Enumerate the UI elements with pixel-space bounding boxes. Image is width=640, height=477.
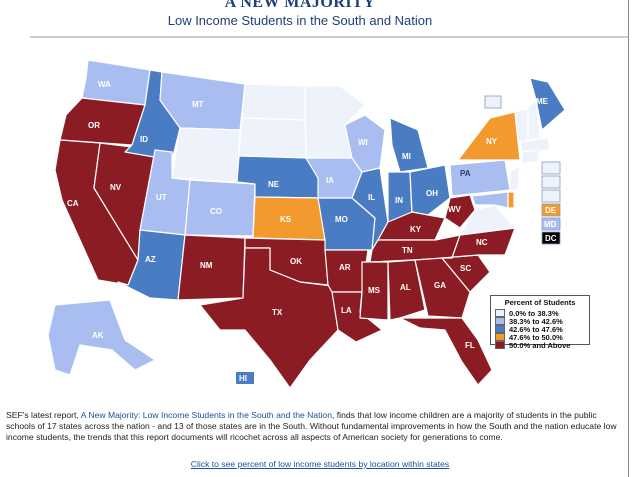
label-OH: OH: [426, 189, 438, 198]
label-MT: MT: [192, 100, 204, 109]
state-NH[interactable]: [527, 99, 541, 141]
callout-box-dc[interactable]: [541, 231, 561, 245]
label-UT: UT: [156, 193, 167, 202]
state-MS[interactable]: [359, 261, 389, 321]
state-AK[interactable]: [47, 299, 156, 376]
legend-swatch-4: [495, 333, 505, 341]
label-WV: WV: [448, 205, 462, 214]
state-VT[interactable]: [514, 107, 529, 143]
label-TX: TX: [272, 308, 283, 317]
state-NJ[interactable]: [509, 164, 521, 191]
label-NV: NV: [110, 183, 122, 192]
state-GA[interactable]: [414, 257, 471, 319]
label-NY: NY: [486, 137, 498, 146]
label-CO: CO: [210, 207, 222, 216]
map-legend: Percent of Students 0.0% to 38.3% 38.3% …: [490, 295, 590, 350]
state-WV[interactable]: [444, 194, 476, 229]
legend-label-3: 42.6% to 47.6%: [509, 324, 563, 334]
label-AZ: AZ: [145, 255, 156, 264]
label-KS: KS: [280, 215, 292, 224]
label-ID: ID: [140, 135, 148, 144]
label-OR: OR: [88, 121, 100, 130]
legend-swatch-5: [495, 341, 505, 349]
callout-box-nh: [541, 161, 561, 175]
state-MD[interactable]: [471, 191, 509, 209]
label-KY: KY: [410, 225, 422, 234]
label-HI: HI: [239, 374, 247, 383]
label-AK: AK: [92, 331, 104, 340]
state-CT[interactable]: [521, 149, 541, 164]
label-OK: OK: [290, 257, 302, 266]
description-suffix: , finds that low income children are a m…: [6, 410, 617, 442]
state-SD[interactable]: [238, 117, 307, 159]
label-CA: CA: [67, 199, 79, 208]
description-prefix: SEF's latest report,: [6, 410, 81, 420]
label-IA: IA: [326, 176, 334, 185]
page-divider: [628, 0, 629, 477]
legend-row-1: 0.0% to 38.3%: [495, 308, 585, 318]
label-DE: DE: [545, 206, 557, 215]
legend-row-4: 47.6% to 50.0%: [495, 332, 585, 342]
state-WY[interactable]: [171, 127, 241, 183]
callout-box-vt: [484, 95, 502, 109]
legend-swatch-1: [495, 309, 505, 317]
us-map: WA OR CA NV ID MT UT AZ CO NM NE KS OK T…: [30, 36, 628, 389]
page-title: A NEW MAJORITY: [224, 0, 376, 11]
label-AR: AR: [339, 263, 351, 272]
report-link[interactable]: A New Majority: Low Income Students in t…: [80, 410, 332, 420]
legend-swatch-3: [495, 325, 505, 333]
legend-label-5: 50.0% and Above: [509, 340, 571, 350]
label-IN: IN: [395, 196, 403, 205]
label-MI: MI: [402, 152, 411, 161]
state-HI[interactable]: [236, 372, 254, 384]
legend-row-3: 42.6% to 47.6%: [495, 324, 585, 334]
state-MI[interactable]: [389, 117, 429, 173]
label-WI: WI: [358, 138, 368, 147]
state-AL[interactable]: [387, 259, 426, 321]
state-NY[interactable]: [457, 111, 521, 161]
legend-label-1: 0.0% to 38.3%: [509, 308, 559, 318]
callout-box-ri: [541, 189, 561, 203]
state-ME[interactable]: [529, 77, 566, 131]
state-OH[interactable]: [409, 164, 451, 216]
legend-swatch-2: [495, 317, 505, 325]
state-FL[interactable]: [399, 317, 493, 386]
legend-row-5: 50.0% and Above: [495, 340, 585, 350]
state-WA[interactable]: [81, 59, 151, 106]
label-MO: MO: [335, 215, 348, 224]
callout-box-de[interactable]: [541, 203, 561, 217]
state-PA[interactable]: [449, 159, 511, 197]
label-IL: IL: [368, 193, 375, 202]
label-DC: DC: [545, 234, 557, 243]
legend-label-2: 38.3% to 42.6%: [509, 316, 563, 326]
state-TX[interactable]: [199, 247, 339, 389]
label-SC: SC: [460, 264, 471, 273]
label-GA: GA: [434, 281, 446, 290]
state-DE-mainland: [507, 191, 515, 209]
label-WA: WA: [98, 80, 111, 89]
label-MS: MS: [368, 286, 381, 295]
label-NC: NC: [476, 238, 488, 247]
callout-box-md[interactable]: [541, 217, 561, 231]
label-LA: LA: [341, 306, 352, 315]
label-ME: ME: [536, 97, 549, 106]
state-ND[interactable]: [241, 83, 306, 121]
location-detail-link[interactable]: Click to see percent of low income stude…: [190, 459, 450, 469]
legend-title: Percent of Students: [504, 298, 576, 307]
label-NM: NM: [200, 261, 213, 270]
report-description: SEF's latest report, A New Majority: Low…: [6, 410, 626, 443]
state-OR[interactable]: [59, 97, 146, 146]
state-MA[interactable]: [519, 137, 551, 153]
legend-row-2: 38.3% to 42.6%: [495, 316, 585, 326]
label-PA: PA: [460, 169, 471, 178]
label-NE: NE: [268, 180, 280, 189]
legend-label-4: 47.6% to 50.0%: [509, 332, 563, 342]
label-MD: MD: [544, 220, 557, 229]
map-subtitle: Low Income Students in the South and Nat…: [167, 13, 433, 28]
label-FL: FL: [465, 341, 475, 350]
callout-box-ma: [541, 175, 561, 189]
label-TN: TN: [402, 246, 413, 255]
label-AL: AL: [400, 283, 411, 292]
